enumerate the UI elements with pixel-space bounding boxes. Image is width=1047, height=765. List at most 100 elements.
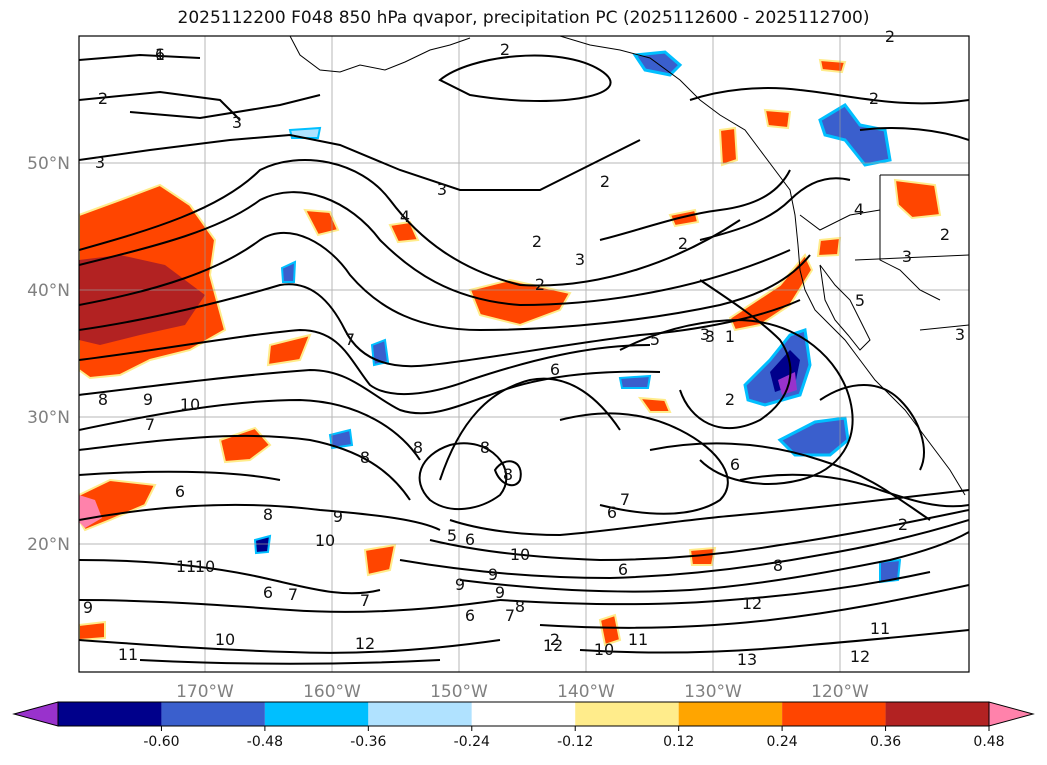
contour-label: 2 xyxy=(678,234,688,253)
contour-label: 7 xyxy=(360,591,370,610)
contour-label: 10 xyxy=(510,545,530,564)
lon-label-170w: 170°W xyxy=(176,682,234,702)
contour-label: 2 xyxy=(898,515,908,534)
colorbar-segment xyxy=(678,702,783,726)
contour-label: 8 xyxy=(263,505,273,524)
contour-label: 11 xyxy=(176,557,196,576)
contour-label: 3 xyxy=(232,113,242,132)
contour-label: 8 xyxy=(773,556,783,575)
contour-label: 5 xyxy=(855,291,865,310)
lat-label-50n: 50°N xyxy=(27,154,70,174)
contour-label: 12 xyxy=(543,636,563,655)
contour-label: 2 xyxy=(885,27,895,46)
contour-label: 10 xyxy=(180,395,200,414)
qvapor-contours xyxy=(79,53,969,665)
coastlines xyxy=(289,36,969,496)
contour-label: 12 xyxy=(742,594,762,613)
contour-label: 8 xyxy=(480,438,490,457)
contour-label: 9 xyxy=(495,583,505,602)
colorbar-segment xyxy=(368,702,472,726)
contour-label: 8 xyxy=(413,438,423,457)
colorbar-tick-label: -0.48 xyxy=(247,734,283,750)
contour-label: 6 xyxy=(155,45,165,64)
contour-label: 2 xyxy=(532,232,542,251)
contour-label: 3 xyxy=(95,153,105,172)
contour-label: 9 xyxy=(488,565,498,584)
lon-label-130w: 130°W xyxy=(684,682,742,702)
contour-label: 6 xyxy=(263,583,273,602)
lat-label-30n: 30°N xyxy=(27,408,70,428)
contour-label: 3 xyxy=(955,325,965,344)
contour-label: 6 xyxy=(607,503,617,522)
colorbar-outline xyxy=(57,701,990,727)
contour-label: 10 xyxy=(594,640,614,659)
contour-label: 3 xyxy=(575,250,585,269)
contour-label: 1 xyxy=(155,45,165,64)
contour-label: 12 xyxy=(850,647,870,666)
contour-label: 3 xyxy=(705,327,715,346)
contour-label: 6 xyxy=(465,530,475,549)
lat-label-20n: 20°N xyxy=(27,535,70,555)
contour-label: 11 xyxy=(870,619,890,638)
contour-label: 2 xyxy=(940,225,950,244)
contour-label: 11 xyxy=(628,630,648,649)
contour-label: 9 xyxy=(455,575,465,594)
contour-label: 12 xyxy=(355,634,375,653)
contour-label: 7 xyxy=(505,606,515,625)
contour-label: 9 xyxy=(143,390,153,409)
colorbar-tick-label: -0.36 xyxy=(350,734,386,750)
colorbar-tick-label: -0.60 xyxy=(143,734,179,750)
contour-label: 7 xyxy=(620,490,630,509)
colorbar-segment xyxy=(782,702,886,726)
colorbar-segment xyxy=(885,702,989,726)
lon-label-120w: 120°W xyxy=(811,682,869,702)
plot-area xyxy=(79,36,969,672)
contour-label: 2 xyxy=(98,89,108,108)
map-title: 2025112200 F048 850 hPa qvapor, precipit… xyxy=(177,8,870,28)
contour-label: 3 xyxy=(700,325,710,344)
lon-label-160w: 160°W xyxy=(303,682,361,702)
contour-label: 8 xyxy=(360,448,370,467)
contour-label: 10 xyxy=(195,557,215,576)
colorbar-tick-label: 0.24 xyxy=(767,734,798,750)
colorbar-tick-label: 0.48 xyxy=(973,734,1004,750)
contour-label: 2 xyxy=(869,89,879,108)
contour-label: 10 xyxy=(215,630,235,649)
contour-label: 3 xyxy=(902,247,912,266)
colorbar-extend-high xyxy=(988,701,1035,727)
contour-label: 7 xyxy=(288,585,298,604)
contour-label: 8 xyxy=(98,390,108,409)
contour-label: 8 xyxy=(515,597,525,616)
lon-label-140w: 140°W xyxy=(557,682,615,702)
colorbar-segment xyxy=(264,702,369,726)
contour-label: 6 xyxy=(175,482,185,501)
contour-label: 4 xyxy=(854,200,864,219)
contour-label: 5 xyxy=(447,526,457,545)
contour-label: 6 xyxy=(465,606,475,625)
contour-label: 6 xyxy=(618,560,628,579)
colorbar-segment xyxy=(575,702,679,726)
contour-label: 2 xyxy=(600,172,610,191)
contour-label: 2 xyxy=(550,630,560,649)
contour-label: 2 xyxy=(535,275,545,294)
contour-label: 10 xyxy=(315,531,335,550)
contour-label: 9 xyxy=(83,598,93,617)
contour-label: 6 xyxy=(550,360,560,379)
contour-label: 6 xyxy=(730,455,740,474)
colorbar: -0.60 -0.48 -0.36 -0.24 -0.12 0.12 0.24 0.36 0.4… xyxy=(12,701,1035,750)
lon-label-150w: 150°W xyxy=(430,682,488,702)
graticule xyxy=(79,36,969,672)
colorbar-tick-label: -0.24 xyxy=(454,734,490,750)
contour-label: 7 xyxy=(345,330,355,349)
colorbar-extend-low xyxy=(12,701,59,727)
contour-label: 9 xyxy=(333,507,343,526)
lat-label-40n: 40°N xyxy=(27,281,70,301)
contour-label: 11 xyxy=(118,645,138,664)
contour-label: 1 xyxy=(725,327,735,346)
colorbar-segment xyxy=(161,702,265,726)
contour-label: 7 xyxy=(145,415,155,434)
contour-label: 13 xyxy=(737,650,757,669)
contour-label: 2 xyxy=(500,40,510,59)
